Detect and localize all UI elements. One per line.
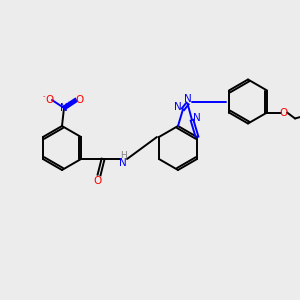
Text: +: + (65, 101, 71, 107)
Text: N: N (119, 158, 127, 168)
Text: N: N (184, 94, 191, 104)
Text: O: O (45, 95, 53, 105)
Text: N: N (60, 103, 68, 113)
Text: O: O (279, 107, 287, 118)
Text: H: H (120, 151, 126, 160)
Text: N: N (174, 102, 182, 112)
Text: -: - (43, 93, 45, 99)
Text: O: O (93, 176, 101, 186)
Text: N: N (193, 113, 201, 123)
Text: O: O (75, 95, 83, 105)
